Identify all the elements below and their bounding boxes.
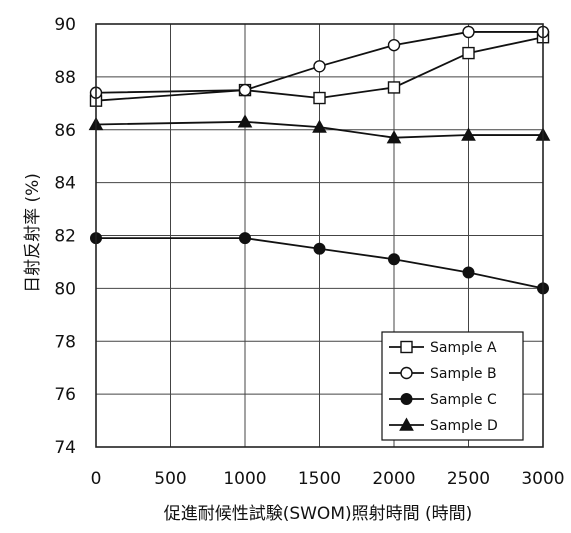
data-point-sample-b xyxy=(313,60,326,73)
y-tick-label: 82 xyxy=(54,227,76,247)
data-point-sample-c xyxy=(239,232,251,245)
y-tick-label: 84 xyxy=(54,174,76,194)
series-line-sample-d xyxy=(95,120,543,139)
x-tick-label: 1500 xyxy=(298,469,341,489)
data-point-sample-c xyxy=(388,253,400,266)
y-tick-label: 78 xyxy=(54,332,76,352)
y-tick-label: 88 xyxy=(54,68,76,88)
data-point-sample-b xyxy=(462,25,475,39)
x-tick-label: 2500 xyxy=(447,469,490,489)
x-tick-label: 500 xyxy=(154,469,186,489)
x-tick-label: 2000 xyxy=(372,469,415,489)
data-point-sample-d xyxy=(386,130,402,144)
data-point-sample-c xyxy=(313,242,326,255)
series-line-sample-b xyxy=(95,31,543,94)
y-tick-label: 90 xyxy=(54,15,76,35)
plot-frame xyxy=(95,23,544,448)
series-line-sample-a xyxy=(95,36,544,102)
data-point-sample-a xyxy=(462,46,475,60)
y-axis-title: 日射反射率 (%) xyxy=(23,173,43,293)
y-tick-label: 76 xyxy=(54,385,76,405)
data-point-sample-d xyxy=(461,127,476,141)
x-tick-label: 0 xyxy=(91,469,102,489)
y-tick-label: 86 xyxy=(54,121,76,141)
legend-label-sample-c: Sample C xyxy=(430,392,497,408)
x-tick-label: 3000 xyxy=(521,469,564,489)
legend-label-sample-b: Sample B xyxy=(430,366,497,382)
legend-label-sample-a: Sample A xyxy=(430,340,497,356)
data-point-sample-c xyxy=(462,266,475,279)
data-point-sample-a xyxy=(313,91,326,105)
x-axis-title: 促進耐候性試験(SWOM)照射時間 (時間) xyxy=(164,504,473,524)
legend-marker-sample-a xyxy=(400,340,413,354)
x-tick-label: 1000 xyxy=(223,469,266,489)
data-point-sample-b xyxy=(387,38,401,52)
legend-marker-sample-b xyxy=(400,366,413,380)
series-lines xyxy=(95,31,544,290)
data-point-sample-d xyxy=(312,119,327,133)
data-point-sample-d xyxy=(237,114,253,128)
legend: Sample A Sample B Sample C Sample D xyxy=(381,331,524,441)
y-tick-label: 80 xyxy=(54,279,76,299)
axes: 0 500 1000 1500 2000 2500 3000 74 76 78 80 82 84 86 88… xyxy=(54,15,564,489)
legend-label-sample-d: Sample D xyxy=(430,418,498,434)
series-line-sample-c xyxy=(96,237,544,290)
data-point-sample-b xyxy=(238,83,252,97)
legend-marker-sample-c xyxy=(400,393,413,405)
data-point-sample-a xyxy=(387,81,401,94)
y-tick-label: 74 xyxy=(54,438,76,458)
legend-marker-sample-d xyxy=(399,417,414,431)
